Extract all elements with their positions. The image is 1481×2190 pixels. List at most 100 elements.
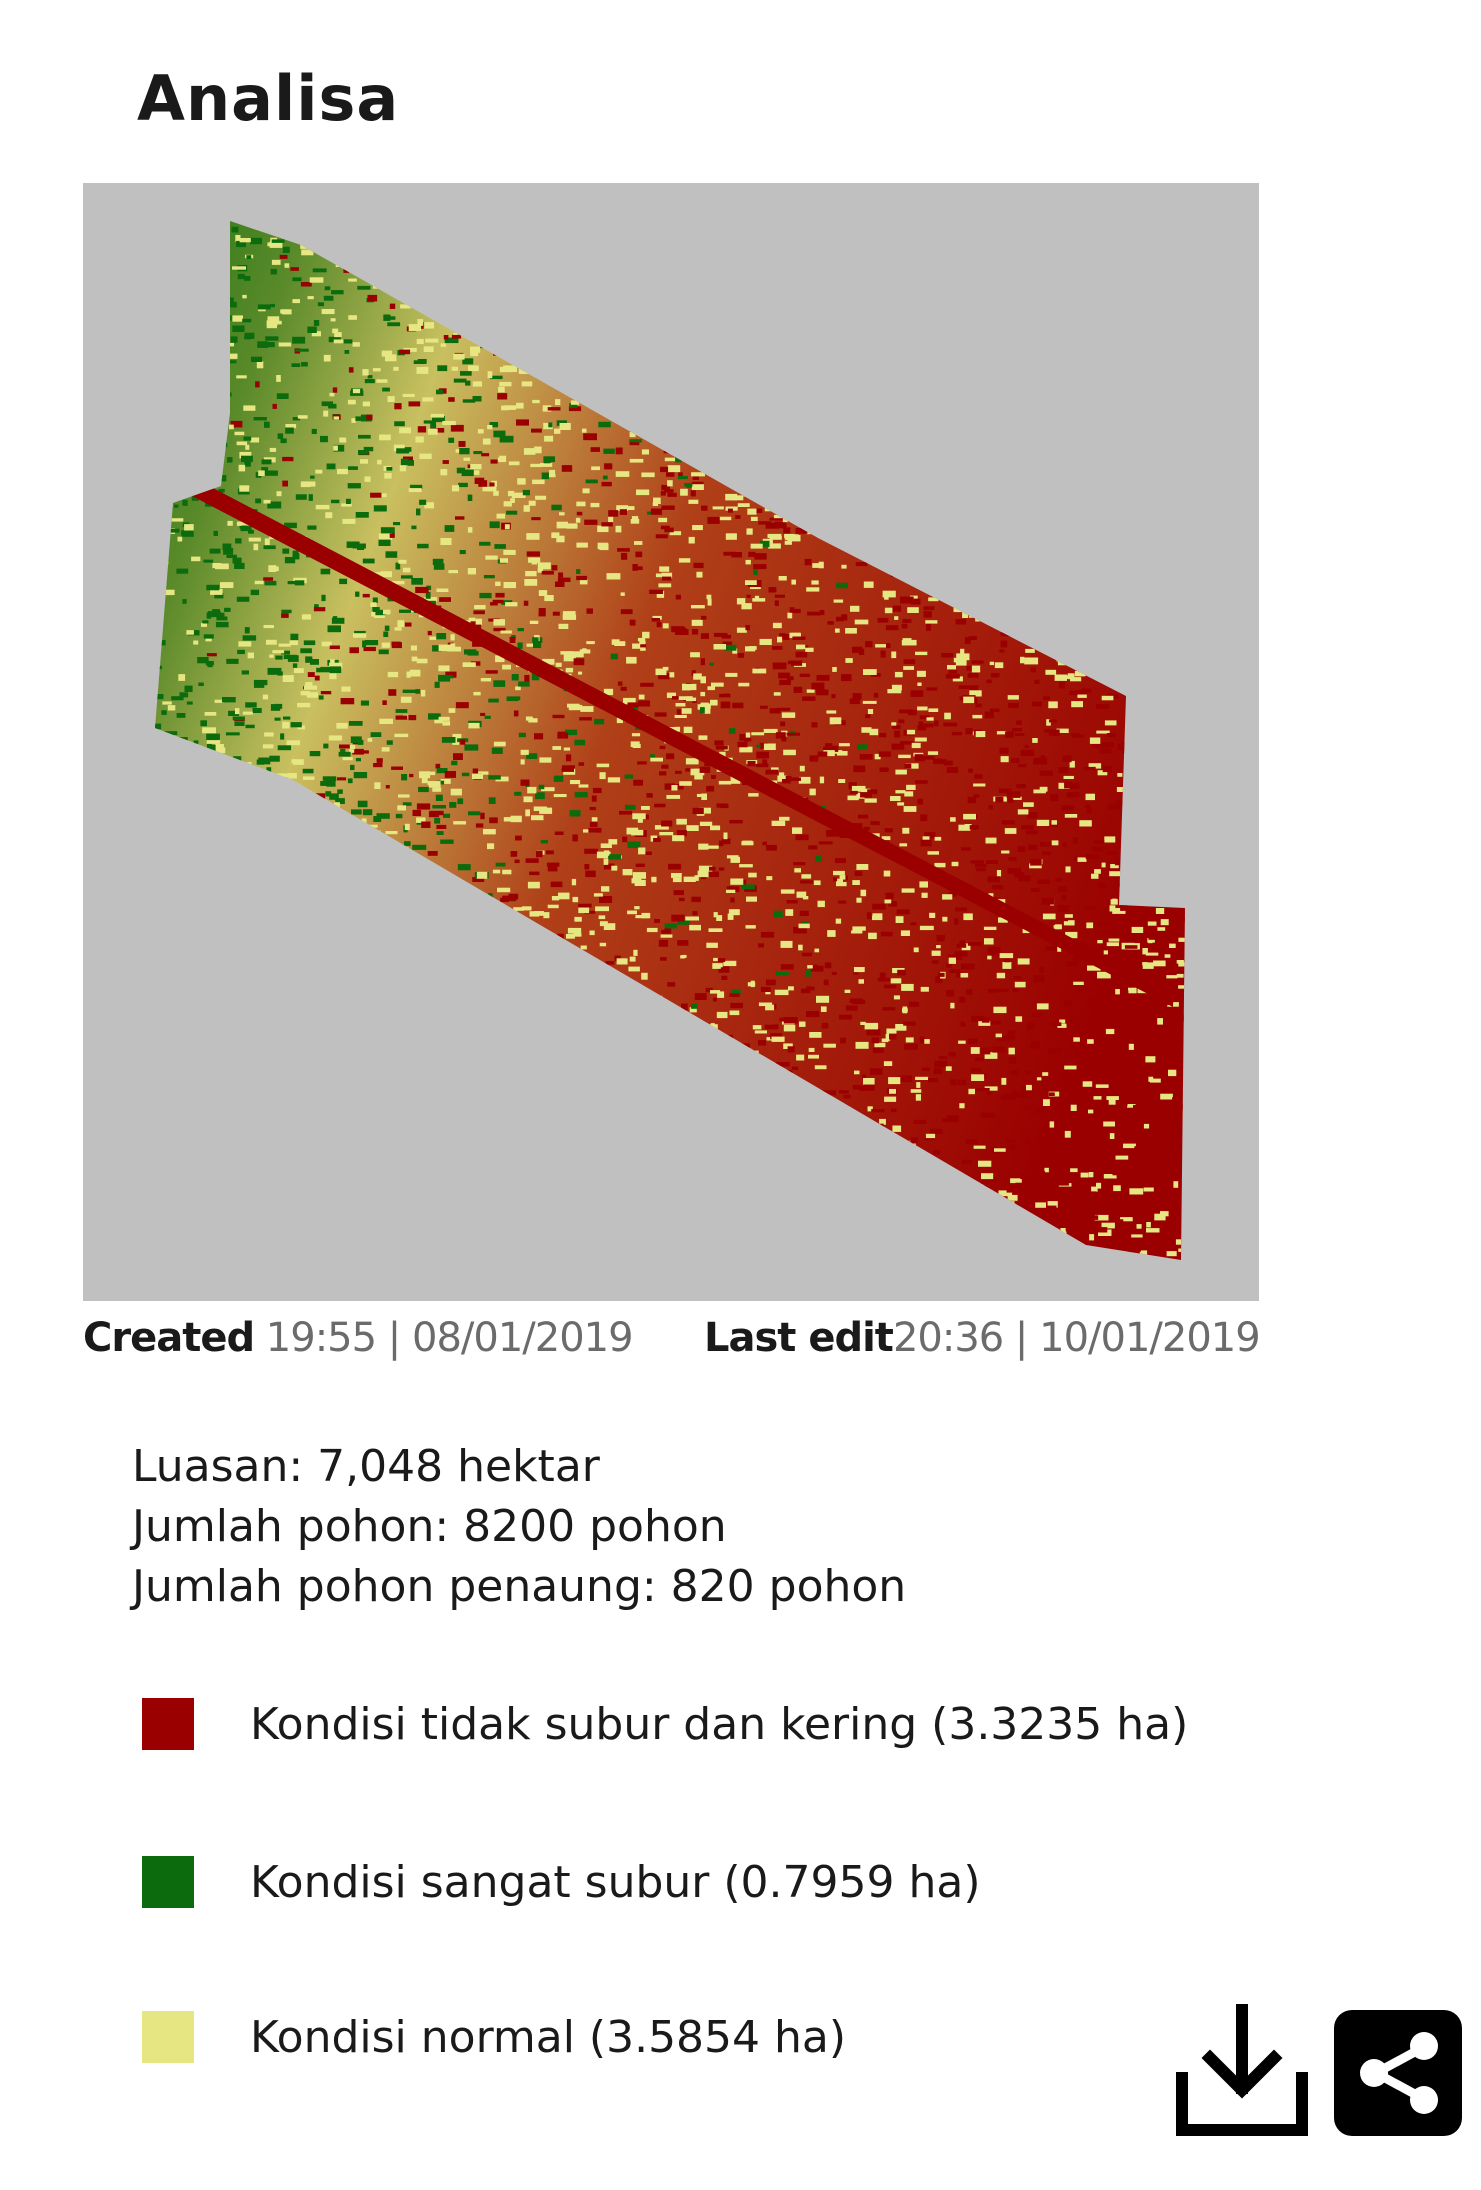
speckle <box>371 901 376 906</box>
speckle <box>908 1253 914 1259</box>
speckle <box>915 1150 925 1156</box>
speckle <box>537 987 547 992</box>
speckle <box>877 1164 891 1171</box>
speckle <box>443 335 449 340</box>
speckle <box>889 1088 896 1094</box>
speckle <box>497 393 508 400</box>
speckle <box>856 494 870 499</box>
speckle <box>830 267 845 272</box>
speckle <box>883 1180 891 1186</box>
speckle <box>155 398 164 403</box>
speckle <box>775 1114 785 1121</box>
speckle <box>720 804 729 809</box>
speckle <box>355 758 361 762</box>
speckle <box>883 283 889 288</box>
speckle <box>488 907 497 912</box>
speckle <box>725 1203 737 1209</box>
speckle <box>265 336 279 341</box>
speckle <box>460 371 472 376</box>
speckle <box>993 525 1004 532</box>
speckle <box>1101 577 1110 583</box>
speckle <box>956 274 962 280</box>
speckle <box>430 1210 443 1215</box>
speckle <box>653 1088 664 1094</box>
speckle <box>850 790 858 795</box>
speckle <box>702 428 707 435</box>
speckle <box>1019 1092 1033 1098</box>
speckle <box>953 1183 958 1190</box>
speckle <box>1092 743 1101 749</box>
speckle <box>611 1169 619 1173</box>
speckle <box>1203 288 1212 292</box>
speckle <box>362 558 375 564</box>
speckle <box>927 313 935 317</box>
speckle <box>417 897 428 903</box>
speckle <box>207 1050 218 1058</box>
speckle <box>535 325 545 332</box>
speckle <box>473 691 481 696</box>
speckle <box>561 465 573 472</box>
speckle <box>530 463 542 468</box>
speckle <box>778 576 787 581</box>
speckle <box>664 489 674 493</box>
speckle <box>155 403 156 407</box>
speckle <box>889 553 895 559</box>
speckle <box>188 863 200 869</box>
speckle <box>314 675 320 681</box>
speckle <box>889 1033 897 1040</box>
speckle <box>1174 656 1185 661</box>
speckle <box>894 616 899 620</box>
speckle <box>468 914 478 921</box>
speckle <box>307 525 317 530</box>
speckle <box>456 262 467 270</box>
speckle <box>967 252 975 258</box>
speckle <box>807 451 816 458</box>
speckle <box>241 1267 252 1272</box>
speckle <box>436 389 443 395</box>
speckle <box>309 1134 318 1140</box>
speckle <box>867 1233 872 1240</box>
speckle <box>402 802 412 806</box>
speckle <box>1008 469 1020 473</box>
speckle <box>495 592 505 598</box>
speckle <box>441 737 456 743</box>
speckle <box>513 1084 527 1090</box>
speckle <box>998 917 1008 923</box>
speckle <box>208 910 213 917</box>
speckle <box>288 990 299 994</box>
speckle <box>646 304 652 311</box>
speckle <box>783 527 791 534</box>
speckle <box>1148 1175 1154 1179</box>
speckle <box>497 887 511 893</box>
speckle <box>1128 234 1138 239</box>
speckle <box>199 1165 211 1171</box>
speckle <box>566 523 578 529</box>
speckle <box>618 1248 628 1255</box>
speckle <box>603 448 615 454</box>
speckle <box>636 255 645 262</box>
speckle <box>214 791 226 795</box>
speckle <box>899 709 913 714</box>
speckle <box>594 718 605 725</box>
speckle <box>178 226 191 230</box>
speckle <box>756 271 765 279</box>
speckle <box>475 1045 486 1053</box>
speckle <box>999 560 1005 565</box>
speckle <box>581 254 592 261</box>
speckle <box>1096 1227 1108 1233</box>
speckle <box>720 967 728 972</box>
speckle <box>663 418 676 422</box>
speckle <box>852 277 862 283</box>
speckle <box>1097 281 1109 285</box>
speckle <box>819 1108 832 1113</box>
speckle <box>156 640 166 646</box>
speckle <box>767 253 777 260</box>
speckle <box>341 686 351 692</box>
speckle <box>1140 688 1152 695</box>
speckle <box>518 732 526 738</box>
speckle <box>899 741 914 745</box>
speckle <box>746 1251 757 1256</box>
speckle <box>955 415 964 423</box>
speckle <box>599 896 613 903</box>
speckle <box>1039 379 1051 384</box>
